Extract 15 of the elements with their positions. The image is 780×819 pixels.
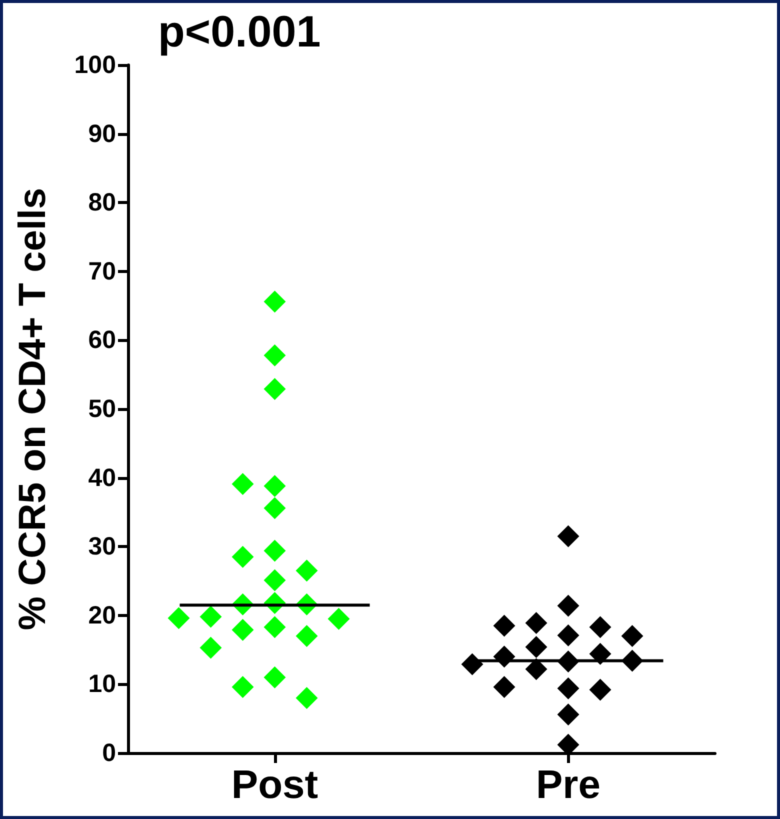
y-tick-label: 10: [88, 670, 116, 698]
y-axis-title: % CCR5 on CD4+ T cells: [12, 188, 54, 630]
y-tick-label: 90: [88, 120, 116, 148]
y-tick-label: 20: [88, 601, 116, 630]
y-tick-label: 30: [88, 532, 116, 561]
y-tick-label: 80: [88, 188, 116, 217]
x-tick-label: Post: [231, 763, 318, 807]
y-tick-label: 60: [88, 326, 116, 354]
y-tick-label: 40: [88, 464, 116, 492]
x-tick-label: Pre: [536, 763, 600, 807]
y-tick-label: 50: [88, 395, 116, 423]
y-tick-label: 0: [102, 739, 116, 767]
y-tick-label: 70: [88, 257, 116, 286]
text: p<0.001: [158, 8, 321, 56]
y-tick-label: 100: [74, 51, 116, 79]
